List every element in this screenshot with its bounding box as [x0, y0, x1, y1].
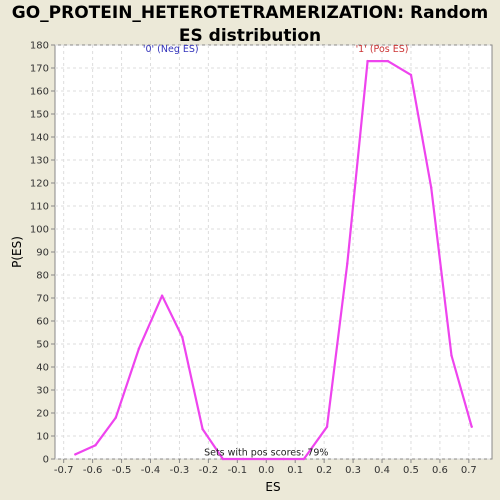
y-tick-label: 160: [30, 87, 49, 98]
annotation-label: '0' (Neg ES): [143, 44, 199, 55]
data-point: [450, 354, 453, 357]
y-tick-label: 80: [36, 271, 49, 282]
x-tick-label: -0.7: [54, 465, 74, 476]
x-tick-label: -0.5: [112, 465, 132, 476]
x-tick-label: 0.5: [403, 465, 419, 476]
data-point: [137, 347, 141, 350]
x-tick-label: -0.2: [199, 465, 219, 476]
annotation-label: Sets with pos scores: 79%: [204, 448, 328, 459]
x-axis-title: ES: [265, 480, 280, 494]
x-tick-label: -0.1: [228, 465, 248, 476]
y-tick-label: 90: [36, 248, 49, 259]
x-tick-label: 0.2: [316, 465, 332, 476]
data-point: [160, 294, 164, 297]
data-point: [201, 427, 204, 431]
y-tick-label: 0: [43, 455, 49, 466]
y-tick-label: 40: [36, 363, 49, 374]
data-point: [181, 335, 184, 339]
x-tick-label: -0.6: [83, 465, 103, 476]
x-tick-label: -0.3: [170, 465, 190, 476]
annotation-label: '1' (Pos ES): [356, 44, 409, 55]
y-tick-label: 140: [30, 133, 49, 144]
data-point: [302, 457, 306, 461]
y-axis-title: P(ES): [10, 236, 24, 268]
y-tick-label: 50: [36, 340, 49, 351]
y-tick-label: 60: [36, 317, 49, 328]
grid: [55, 44, 492, 460]
chart-title: GO_PROTEIN_HETEROTETRAMERIZATION: Random…: [11, 3, 489, 46]
y-tick-label: 110: [30, 202, 49, 213]
data-point: [94, 444, 97, 447]
x-tick-label: 0.6: [432, 465, 448, 476]
axes: 0 10 20 30 40 50 60 70 80 90 100 110 120 130 140 150 160…: [30, 41, 477, 477]
data-point: [346, 262, 349, 265]
y-tick-label: 120: [30, 179, 49, 190]
es-distribution-line: [74, 59, 473, 461]
y-tick-label: 30: [36, 386, 49, 397]
data-point: [241, 457, 245, 461]
annotations: '0' (Neg ES) '1' (Pos ES) Sets with pos sc…: [143, 44, 409, 459]
data-point: [470, 425, 473, 428]
y-tick-label: 10: [36, 432, 49, 443]
data-point: [430, 186, 433, 189]
y-tick-label: 130: [30, 156, 49, 167]
x-tick-label: -0.4: [141, 465, 161, 476]
x-tick-label: 0.3: [345, 465, 361, 476]
y-tick-label: 170: [30, 64, 49, 75]
y-tick-label: 100: [30, 225, 49, 236]
data-point: [366, 59, 369, 63]
x-tick-label: 0.0: [258, 465, 274, 476]
y-tick-label: 180: [30, 41, 49, 52]
data-point: [114, 416, 117, 419]
y-tick-label: 70: [36, 294, 49, 305]
y-tick-label: 150: [30, 110, 49, 121]
data-point: [282, 457, 285, 461]
data-point: [325, 425, 329, 428]
data-point: [221, 457, 225, 461]
data-point: [262, 457, 265, 461]
x-tick-label: 0.7: [461, 465, 477, 476]
series-layer: [74, 59, 473, 461]
data-point: [74, 453, 77, 456]
y-tick-label: 20: [36, 409, 49, 420]
data-point: [409, 73, 413, 77]
data-point: [386, 59, 390, 63]
x-tick-label: 0.1: [287, 465, 303, 476]
x-tick-label: 0.4: [374, 465, 390, 476]
